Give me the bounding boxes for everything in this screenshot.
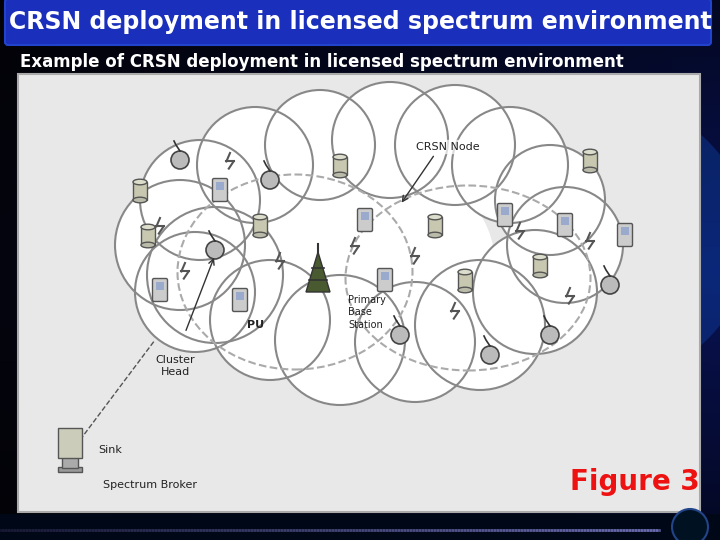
Circle shape bbox=[275, 275, 405, 405]
Bar bbox=[621, 227, 629, 235]
Circle shape bbox=[355, 282, 475, 402]
Circle shape bbox=[115, 180, 245, 310]
Bar bbox=[236, 292, 244, 300]
Bar bbox=[62, 456, 78, 468]
FancyBboxPatch shape bbox=[153, 279, 168, 301]
FancyBboxPatch shape bbox=[377, 268, 392, 292]
Ellipse shape bbox=[141, 224, 155, 230]
Circle shape bbox=[481, 346, 499, 364]
Circle shape bbox=[140, 140, 260, 260]
Circle shape bbox=[210, 170, 390, 350]
Circle shape bbox=[473, 230, 597, 354]
Circle shape bbox=[541, 326, 559, 344]
Circle shape bbox=[495, 145, 605, 255]
Text: CRSN deployment in licensed spectrum environment: CRSN deployment in licensed spectrum env… bbox=[9, 10, 711, 34]
Ellipse shape bbox=[533, 254, 547, 260]
Circle shape bbox=[601, 276, 619, 294]
Bar bbox=[333, 157, 347, 175]
Ellipse shape bbox=[141, 242, 155, 248]
Circle shape bbox=[135, 232, 255, 352]
Circle shape bbox=[285, 205, 455, 375]
Ellipse shape bbox=[428, 214, 442, 220]
Bar bbox=[253, 217, 267, 235]
Text: Figure 3: Figure 3 bbox=[570, 468, 700, 496]
Bar bbox=[583, 152, 597, 170]
Bar bbox=[156, 282, 164, 290]
Bar bbox=[18, 74, 700, 512]
Circle shape bbox=[206, 241, 224, 259]
Text: Sink: Sink bbox=[98, 445, 122, 455]
Circle shape bbox=[265, 90, 375, 200]
Ellipse shape bbox=[583, 167, 597, 173]
Text: Example of CRSN deployment in licensed spectrum environment: Example of CRSN deployment in licensed s… bbox=[20, 53, 624, 71]
Bar bbox=[501, 207, 509, 215]
Ellipse shape bbox=[458, 269, 472, 275]
Circle shape bbox=[261, 171, 279, 189]
Ellipse shape bbox=[253, 232, 267, 238]
Text: Cluster
Head: Cluster Head bbox=[156, 355, 195, 377]
Circle shape bbox=[210, 260, 330, 380]
FancyBboxPatch shape bbox=[498, 204, 513, 226]
FancyBboxPatch shape bbox=[233, 288, 248, 312]
Circle shape bbox=[332, 82, 448, 198]
Bar bbox=[58, 428, 82, 458]
Text: PU: PU bbox=[248, 320, 264, 330]
FancyBboxPatch shape bbox=[5, 0, 711, 45]
Circle shape bbox=[415, 260, 545, 390]
Ellipse shape bbox=[133, 179, 147, 185]
Bar bbox=[58, 467, 82, 472]
Bar bbox=[141, 227, 155, 245]
Circle shape bbox=[197, 107, 313, 223]
Bar bbox=[428, 217, 442, 235]
Text: Spectrum Broker: Spectrum Broker bbox=[103, 480, 197, 490]
Text: CRSN Node: CRSN Node bbox=[416, 142, 480, 152]
Bar bbox=[561, 217, 569, 225]
Bar bbox=[458, 272, 472, 290]
Ellipse shape bbox=[533, 272, 547, 278]
Text: Primary
Base
Station: Primary Base Station bbox=[348, 295, 386, 330]
Circle shape bbox=[672, 509, 708, 540]
FancyBboxPatch shape bbox=[358, 208, 372, 232]
FancyBboxPatch shape bbox=[618, 224, 632, 246]
Circle shape bbox=[395, 85, 515, 205]
Ellipse shape bbox=[583, 149, 597, 155]
Ellipse shape bbox=[428, 232, 442, 238]
Circle shape bbox=[171, 151, 189, 169]
Bar bbox=[0, 514, 720, 540]
Ellipse shape bbox=[458, 287, 472, 293]
Bar bbox=[533, 257, 547, 275]
Ellipse shape bbox=[133, 197, 147, 203]
Circle shape bbox=[147, 207, 283, 343]
Bar bbox=[381, 272, 389, 280]
Circle shape bbox=[391, 326, 409, 344]
Bar bbox=[361, 212, 369, 220]
Bar bbox=[133, 182, 147, 200]
Ellipse shape bbox=[410, 90, 720, 390]
Ellipse shape bbox=[253, 214, 267, 220]
Circle shape bbox=[452, 107, 568, 223]
Bar bbox=[216, 182, 224, 190]
Ellipse shape bbox=[333, 172, 347, 178]
Ellipse shape bbox=[333, 154, 347, 160]
FancyBboxPatch shape bbox=[557, 213, 572, 237]
Circle shape bbox=[507, 187, 623, 303]
FancyBboxPatch shape bbox=[212, 179, 228, 201]
Polygon shape bbox=[306, 252, 330, 292]
Circle shape bbox=[305, 170, 495, 360]
